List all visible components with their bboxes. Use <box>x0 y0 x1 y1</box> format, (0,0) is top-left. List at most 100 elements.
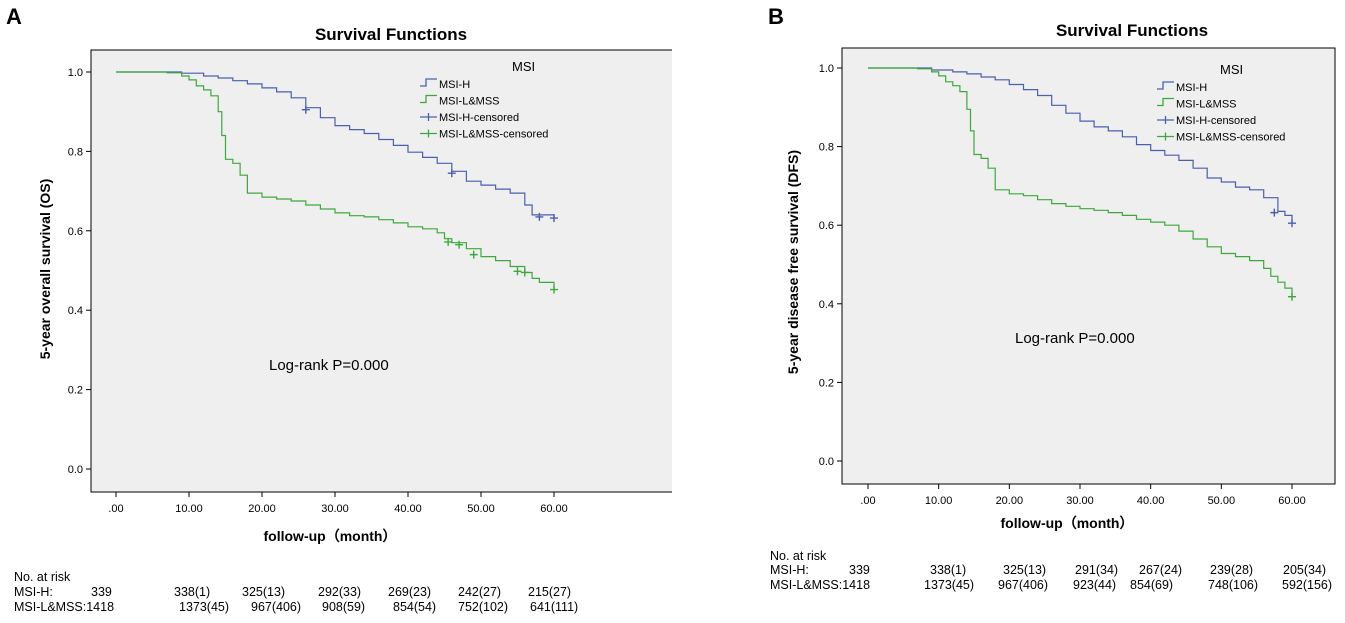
legend-a: MSI MSI-H MSI-L&MSS MSI-H-censored MSI-L&MS… <box>420 59 548 141</box>
y-tick-label: 0.8 <box>819 142 834 154</box>
risk-table-b-label-msil: MSI-L&MSS:1418 <box>770 578 871 592</box>
y-tick-label: 0.2 <box>68 385 83 397</box>
censor-mark-msi-l-mss <box>550 285 558 294</box>
y-tick-label: 0.6 <box>68 226 83 238</box>
legend-msi-h-censored-swatch <box>1157 116 1174 124</box>
y-tick-label: 1.0 <box>819 63 834 75</box>
risk-table-b-label-msih: MSI-H: <box>770 563 809 577</box>
legend-msi-l-mss-censored-label: MSI-L&MSS-censored <box>1176 132 1285 144</box>
x-tick-label: 30.00 <box>321 503 349 515</box>
y-axis-b: 0.0 0.2 0.4 0.6 0.8 1.0 <box>819 63 842 468</box>
legend-msi-h-swatch <box>420 78 437 87</box>
x-tick-label: 40.00 <box>1137 495 1165 507</box>
x-tick-label: 50.00 <box>1208 495 1236 507</box>
panel-letter-b: B <box>768 4 784 29</box>
risk-table-a-msih-v5: 242(27) <box>458 585 502 599</box>
legend-msi-l-mss-label: MSI-L&MSS <box>1176 99 1237 111</box>
risk-table-b-msih-v4: 267(24) <box>1139 563 1183 577</box>
risk-table-a-msih-v2: 325(13) <box>242 585 286 599</box>
x-tick-label: .00 <box>108 503 123 515</box>
risk-table-a-msil-v1: 967(406) <box>251 600 302 614</box>
censor-mark-msi-l-mss <box>444 237 453 246</box>
x-tick-label: 10.00 <box>175 503 203 515</box>
x-tick-label: 50.00 <box>467 503 495 515</box>
x-tick-label: 40.00 <box>394 503 422 515</box>
plot-area-a <box>90 49 672 493</box>
censor-mark-msi-h <box>447 169 456 178</box>
legend-msi-h-censored-swatch <box>420 113 437 121</box>
censor-mark-msi-h <box>1288 219 1296 228</box>
legend-msi-l-mss-swatch <box>1157 97 1174 107</box>
y-tick-label: 0.0 <box>819 456 834 468</box>
censor-mark-msi-l-mss <box>513 267 522 276</box>
legend-msi-h-swatch <box>1157 81 1174 90</box>
censor-mark-msi-l-mss <box>455 240 464 249</box>
censor-mark-msi-h <box>550 214 558 223</box>
risk-table-a-msih-v4: 269(23) <box>388 585 432 599</box>
legend-msi-l-mss-label: MSI-L&MSS <box>439 96 500 108</box>
risk-table-b-msil-v3: 854(69) <box>1130 578 1174 592</box>
risk-table-b-msil-v0: 1373(45) <box>924 578 975 592</box>
risk-table-a-msih-v3: 292(33) <box>318 585 362 599</box>
x-tick-label: 30.00 <box>1066 495 1094 507</box>
risk-table-a-msil-v2: 908(59) <box>322 600 366 614</box>
series-layer-a <box>116 71 558 294</box>
x-axis-label-b: follow-up（month） <box>1001 515 1134 531</box>
x-tick-label: .00 <box>860 495 875 507</box>
risk-table-a-msih-v6: 215(27) <box>528 585 572 599</box>
legend-msi-h-label: MSI-H <box>439 79 470 91</box>
y-tick-label: 0.4 <box>68 305 83 317</box>
legend-msi-l-mss-censored-swatch <box>420 129 437 138</box>
x-tick-label: 20.00 <box>996 495 1024 507</box>
x-axis-a: .00 10.00 20.00 30.00 40.00 50.00 60.00 <box>108 492 568 515</box>
y-tick-label: 1.0 <box>68 67 83 79</box>
x-axis-label-a: follow-up（month） <box>264 528 397 544</box>
y-tick-label: 0.0 <box>68 464 83 476</box>
risk-table-a-msil-v4: 752(102) <box>458 600 509 614</box>
chart-title-b: Survival Functions <box>1056 21 1208 40</box>
risk-table-a-label-msih: MSI-H: <box>14 585 53 599</box>
x-tick-label: 60.00 <box>540 503 568 515</box>
risk-table-b-msih-v0: 339 <box>849 563 870 577</box>
censor-mark-msi-h <box>1270 208 1279 217</box>
y-tick-label: 0.8 <box>68 146 83 158</box>
risk-table-a-msih-v1: 338(1) <box>174 585 211 599</box>
censor-mark-msi-l-mss <box>520 268 529 277</box>
plot-area-b <box>841 47 1336 485</box>
risk-table-a-msil-v5: 641(111) <box>530 600 579 614</box>
y-axis-label-b: 5-year disease free survival (DFS) <box>785 150 801 374</box>
censor-mark-msi-l-mss <box>469 250 478 259</box>
risk-table-a-label-msil: MSI-L&MSS:1418 <box>14 600 115 614</box>
risk-table-b-msil-v2: 923(44) <box>1073 578 1117 592</box>
legend-msi-l-mss-censored-label: MSI-L&MSS-censored <box>439 129 548 141</box>
legend-msi-l-mss-swatch <box>420 94 437 104</box>
panel-letter-a: A <box>6 4 22 29</box>
censor-mark-msi-h <box>301 105 310 114</box>
risk-table-b-msih-v2: 325(13) <box>1003 563 1047 577</box>
legend-msi-h-censored-label: MSI-H-censored <box>1176 115 1256 127</box>
x-tick-label: 20.00 <box>248 503 276 515</box>
risk-table-b-msih-v5: 239(28) <box>1210 563 1254 577</box>
legend-msi-l-mss-censored-swatch <box>1157 132 1174 141</box>
x-axis-b: .00 10.00 20.00 30.00 40.00 50.00 60.00 <box>860 484 1306 507</box>
y-axis-label-a: 5-year overall survival (OS) <box>37 179 53 360</box>
series-layer-b <box>868 67 1296 301</box>
risk-table-a-header: No. at risk <box>14 570 71 584</box>
risk-table-a-msih-v0: 339 <box>91 585 112 599</box>
censor-mark-msi-l-mss <box>1288 292 1296 301</box>
risk-table-b-msih-v3: 291(34) <box>1075 563 1119 577</box>
y-axis-a: 0.0 0.2 0.4 0.6 0.8 1.0 <box>68 67 91 476</box>
series-line-msi-l-mss <box>868 67 1293 297</box>
legend-msi-h-censored-label: MSI-H-censored <box>439 112 519 124</box>
risk-table-a-msil-v3: 854(54) <box>393 600 437 614</box>
chart-title-a: Survival Functions <box>315 25 467 44</box>
risk-table-b-msih-v1: 338(1) <box>930 563 967 577</box>
y-tick-label: 0.2 <box>819 377 834 389</box>
series-line-msi-h <box>116 71 555 219</box>
censor-mark-msi-h <box>535 212 544 221</box>
legend-title-a: MSI <box>512 59 535 74</box>
risk-table-b-msil-v1: 967(406) <box>998 578 1049 592</box>
risk-table-a-msil-v0: 1373(45) <box>179 600 230 614</box>
risk-table-b-msil-v4: 748(106) <box>1208 578 1259 592</box>
risk-table-b-header: No. at risk <box>770 549 827 563</box>
